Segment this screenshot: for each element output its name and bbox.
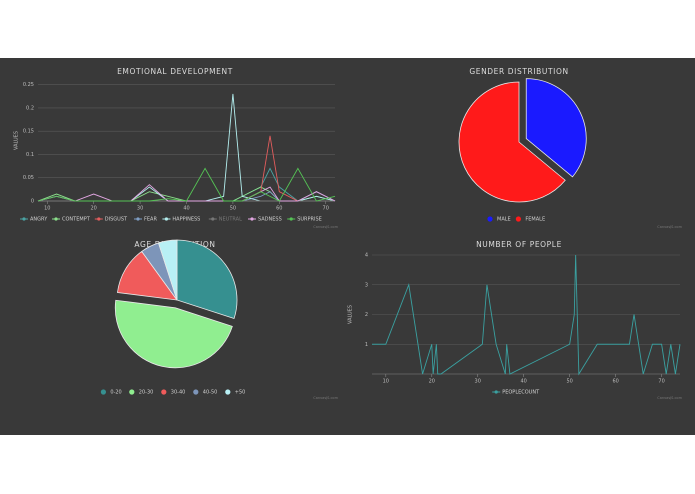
legend-label: DISGUST [105, 217, 128, 223]
x-tick-label: 50 [566, 379, 572, 385]
x-tick-label: 20 [429, 379, 435, 385]
y-axis-label: VALUES [14, 131, 20, 150]
legend-marker [136, 217, 140, 221]
x-tick-label: 30 [137, 206, 143, 212]
legend-label: +50 [235, 390, 246, 396]
x-tick-label: 10 [44, 206, 50, 212]
legend-label: 20-30 [139, 390, 154, 396]
credit: CanvasJS.com [657, 396, 682, 400]
legend-marker [211, 217, 215, 221]
legend-label: ANGRY [30, 217, 48, 223]
y-tick-label: 0 [31, 199, 34, 205]
legend-label: SADNESS [258, 217, 282, 223]
x-tick-label: 40 [521, 379, 527, 385]
y-tick-label: 1 [365, 342, 368, 348]
y-axis-label: VALUES [348, 305, 354, 324]
x-tick-label: 30 [475, 379, 481, 385]
legend-label: FEAR [144, 217, 157, 223]
legend-marker [100, 389, 106, 395]
x-tick-label: 10 [383, 379, 389, 385]
legend-marker [54, 217, 58, 221]
legend-marker [515, 216, 522, 222]
y-tick-label: 0.25 [23, 82, 34, 88]
legend-label: MALE [497, 217, 511, 223]
legend-marker [193, 389, 199, 395]
legend-label: 30-40 [171, 390, 186, 396]
x-tick-label: 60 [612, 379, 618, 385]
legend-label: 0-20 [110, 390, 121, 396]
legend-label: NEUTRAL [219, 217, 242, 223]
dashboard-background [0, 58, 695, 435]
x-tick-label: 70 [658, 379, 664, 385]
x-tick-label: 20 [91, 206, 97, 212]
legend-marker [250, 217, 254, 221]
legend-label: SURPRISE [297, 217, 322, 223]
x-tick-label: 60 [276, 206, 282, 212]
legend-marker [494, 390, 498, 394]
legend-marker [97, 217, 101, 221]
legend-marker [487, 216, 493, 222]
pie-slice [157, 239, 178, 301]
legend-label: CONTEMPT [62, 217, 91, 223]
legend-label: 40-50 [203, 390, 218, 396]
legend-label: HAPPINESS [172, 217, 200, 223]
pie-slice [525, 78, 587, 178]
credit: CanvasJS.com [313, 225, 338, 229]
legend-label: FEMALE [525, 217, 545, 223]
chart-title: EMOTIONAL DEVELOPMENT [117, 67, 233, 76]
y-tick-label: 4 [365, 253, 368, 259]
chart-title: NUMBER OF PEOPLE [476, 240, 562, 249]
series-line [37, 167, 336, 202]
y-tick-label: 0.05 [23, 175, 34, 181]
pie-slice [114, 299, 233, 369]
legend-label: PEOPLECOUNT [502, 390, 540, 396]
legend-marker [129, 389, 135, 395]
credit: CanvasJS.com [313, 396, 338, 400]
legend-marker [161, 389, 167, 395]
pie-slice [458, 81, 566, 203]
y-tick-label: 0.2 [26, 105, 34, 111]
y-tick-label: 2 [365, 312, 368, 318]
y-tick-label: 0.15 [23, 129, 34, 135]
legend-marker [289, 217, 293, 221]
legend-marker [22, 217, 26, 221]
pie-slice [176, 239, 238, 320]
x-tick-label: 50 [230, 206, 236, 212]
x-tick-label: 40 [183, 206, 189, 212]
x-tick-label: 70 [323, 206, 329, 212]
y-tick-label: 3 [365, 282, 368, 288]
series-line [372, 254, 681, 376]
y-tick-label: 0.1 [26, 152, 34, 158]
credit: CanvasJS.com [657, 225, 682, 229]
legend-marker [225, 389, 231, 395]
legend-marker [164, 217, 168, 221]
chart-title: GENDER DISTRIBUTION [469, 67, 568, 76]
